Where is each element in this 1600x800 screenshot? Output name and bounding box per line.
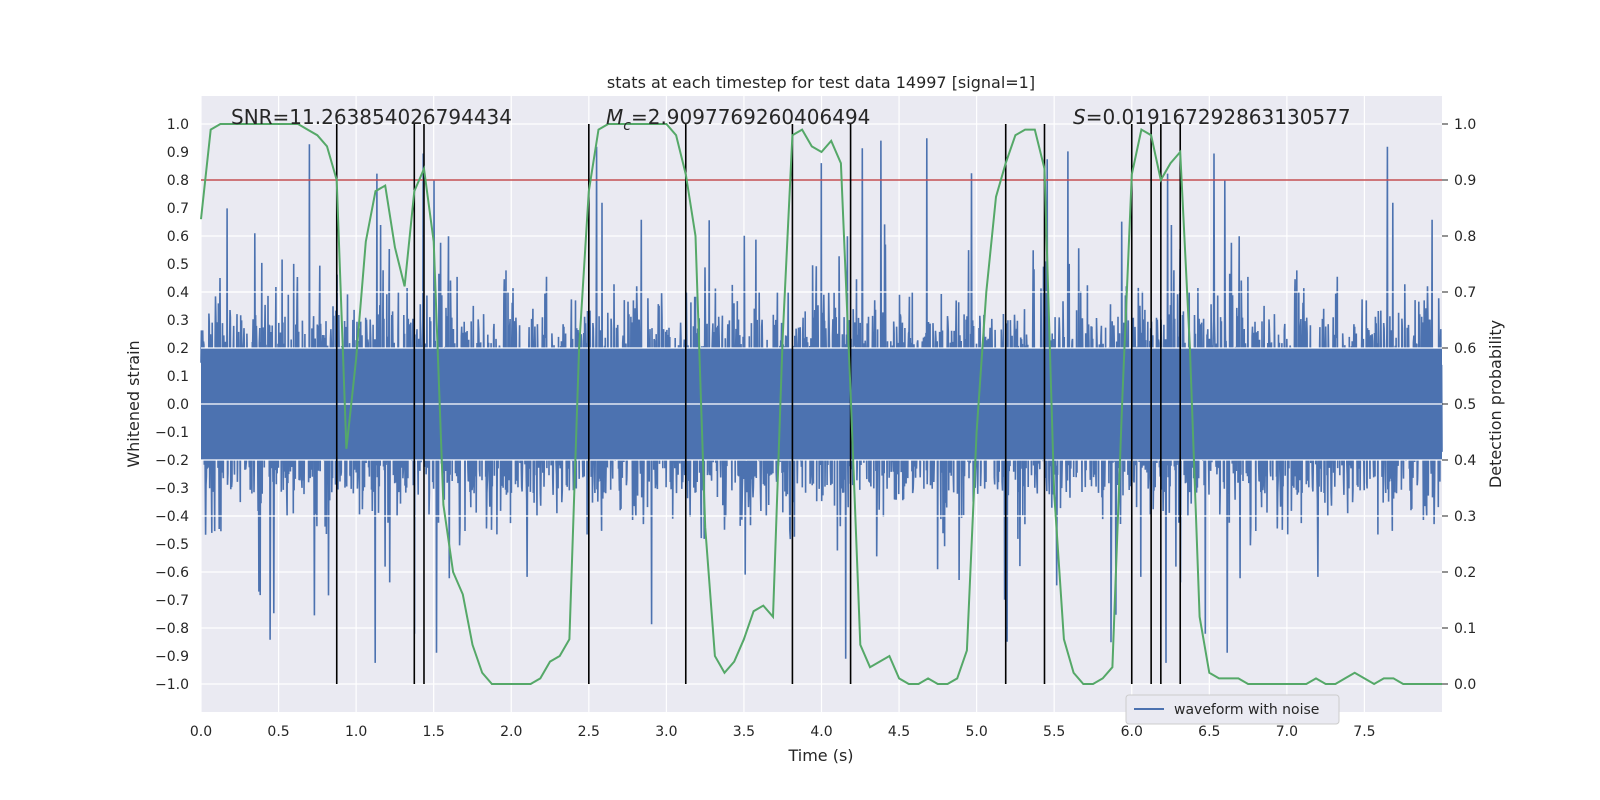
x-tick-label: 0.5 xyxy=(267,724,289,740)
x-tick-label: 1.5 xyxy=(423,724,445,740)
x-tick-label: 3.5 xyxy=(733,724,755,740)
y-tick-label: 0.5 xyxy=(167,257,189,273)
chart-title: stats at each timestep for test data 149… xyxy=(607,73,1035,92)
y-tick-label: −0.2 xyxy=(155,453,189,469)
y-tick-label: −0.3 xyxy=(155,481,189,497)
y-right-tick-label: 0.3 xyxy=(1454,509,1476,525)
legend-label: waveform with noise xyxy=(1174,702,1319,718)
y-tick-label: −0.6 xyxy=(155,565,189,581)
chirp-mass-value: =2.9097769260406494 xyxy=(631,105,870,129)
y-tick-label: 0.2 xyxy=(167,341,189,357)
y-tick-label: 0.6 xyxy=(167,229,189,245)
y-right-tick-label: 0.5 xyxy=(1454,397,1476,413)
y-tick-label: −0.5 xyxy=(155,537,189,553)
y-tick-label: 0.7 xyxy=(167,201,189,217)
y-tick-label: 0.9 xyxy=(167,145,189,161)
x-tick-label: 6.5 xyxy=(1198,724,1220,740)
chirp-mass-symbol: M xyxy=(606,105,623,129)
x-tick-label: 5.0 xyxy=(965,724,987,740)
x-ticks: 0.0 0.5 1.0 1.5 2.0 2.5 3.0 3.5 4.0 4.5 5.0 5.5 6.0 6… xyxy=(190,724,1376,740)
y-right-tick-label: 1.0 xyxy=(1454,117,1476,133)
y-axis-label: Whitened strain xyxy=(124,340,143,467)
x-tick-label: 4.0 xyxy=(810,724,832,740)
chirp-mass-annotation: Mc=2.9097769260406494 xyxy=(606,105,870,134)
y-right-tick-label: 0.8 xyxy=(1454,229,1476,245)
y-tick-label: −0.8 xyxy=(155,621,189,637)
y-tick-label: 0.8 xyxy=(167,173,189,189)
s-value: =0.019167292863130577 xyxy=(1086,105,1351,129)
snr-annotation: SNR=11.263854026794434 xyxy=(231,105,512,129)
x-tick-label: 3.0 xyxy=(655,724,677,740)
y-right-tick-label: 0.1 xyxy=(1454,621,1476,637)
x-tick-label: 1.0 xyxy=(345,724,367,740)
y-tick-label: 0.4 xyxy=(167,285,189,301)
y-right-tick-label: 0.2 xyxy=(1454,565,1476,581)
chirp-mass-subscript: c xyxy=(623,118,631,134)
s-annotation: S=0.019167292863130577 xyxy=(1073,105,1351,129)
y-tick-label: 0.1 xyxy=(167,369,189,385)
x-tick-label: 2.5 xyxy=(578,724,600,740)
x-tick-label: 0.0 xyxy=(190,724,212,740)
y-tick-label: 0.0 xyxy=(167,397,189,413)
y-ticks: −1.0 −0.9 −0.8 −0.7 −0.6 −0.5 −0.4 −0.3 −0.2 −0.1… xyxy=(155,117,189,693)
x-axis-label: Time (s) xyxy=(787,746,853,765)
x-tick-label: 7.5 xyxy=(1353,724,1375,740)
y-tick-label: −0.1 xyxy=(155,425,189,441)
waveform-series xyxy=(200,138,1443,663)
y-tick-label: −0.9 xyxy=(155,649,189,665)
x-tick-label: 2.0 xyxy=(500,724,522,740)
y-right-tick-label: 0.9 xyxy=(1454,173,1476,189)
y-tick-label: 1.0 xyxy=(167,117,189,133)
y-right-axis-label: Detection probability xyxy=(1486,320,1505,488)
y-tick-label: −0.4 xyxy=(155,509,189,525)
probability-line xyxy=(200,123,1442,686)
y-right-tick-label: 0.4 xyxy=(1454,453,1476,469)
y-right-tick-label: 0.6 xyxy=(1454,341,1476,357)
x-tick-label: 7.0 xyxy=(1276,724,1298,740)
s-symbol: S xyxy=(1073,105,1086,129)
y-tick-label: −1.0 xyxy=(155,677,189,693)
x-tick-label: 6.0 xyxy=(1121,724,1143,740)
y-right-tick-label: 0.0 xyxy=(1454,677,1476,693)
x-tick-label: 4.5 xyxy=(888,724,910,740)
y-right-ticks: 0.0 0.1 0.2 0.3 0.4 0.5 0.6 0.7 0.8 0.9 1.0 xyxy=(1442,117,1476,693)
event-lines xyxy=(335,124,1182,684)
x-tick-label: 5.5 xyxy=(1043,724,1065,740)
y-tick-label: 0.3 xyxy=(167,313,189,329)
y-tick-label: −0.7 xyxy=(155,593,189,609)
legend-box xyxy=(1125,694,1340,725)
legend: waveform with noise xyxy=(1125,694,1340,725)
y-right-tick-label: 0.7 xyxy=(1454,285,1476,301)
